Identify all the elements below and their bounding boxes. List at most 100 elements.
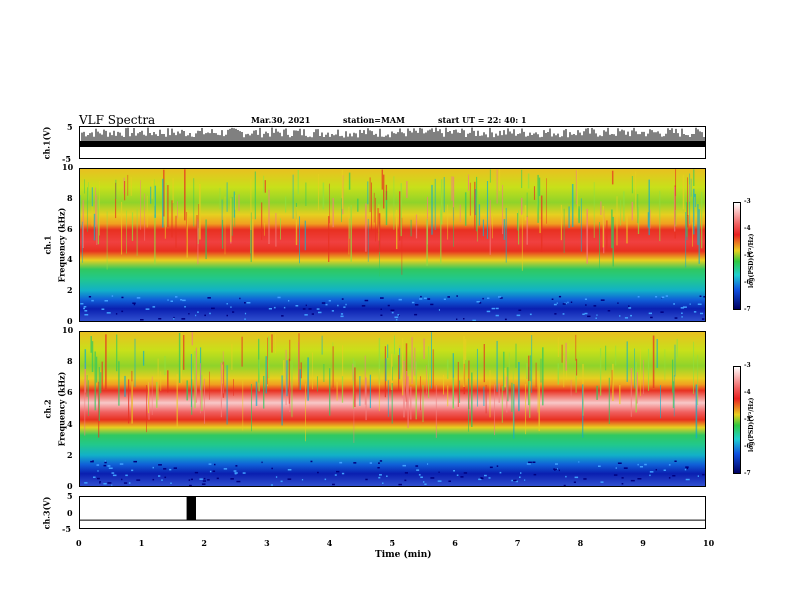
spectrogram-speckle [390,309,395,311]
colorbar-tick-label: -4 [744,389,751,396]
spectrogram-speckle [607,310,611,312]
date-label: Mar.30, 2021 [251,115,311,125]
spectrogram-speckle [83,306,87,308]
spectrogram-speckle [119,463,124,465]
spectrogram-speckle [226,303,228,305]
ch3-waveform-trace [80,497,705,521]
spectrogram-speckle [526,463,531,465]
spectrogram-speckle [302,308,306,310]
spectrogram-speckle [316,308,320,310]
spectrogram-speckle [427,463,429,465]
spectrogram-speckle [689,303,691,305]
spectrogram-speckle [131,469,134,472]
spectrogram-speckle [489,466,493,469]
spectrogram-speckle [621,483,624,485]
spectrogram-speckle [668,477,671,479]
spectrogram-speckle [558,469,560,472]
spectrogram-speckle [562,313,565,315]
spectrogram-speckle [529,313,532,316]
spectrogram-speckle [499,471,502,474]
spectrogram-speckle [121,478,123,481]
frequency-tick-label: 10 [62,162,74,172]
spectrogram-speckle [685,478,690,481]
spectrogram-speckle [230,306,232,308]
spectrogram-speckle [337,304,339,307]
spectrogram-speckle [515,480,518,483]
spectrogram-speckle [201,483,206,485]
spectrogram-speckle [701,318,705,320]
spectrogram-speckle [565,475,567,478]
spectrogram-speckle [115,313,118,315]
spectrogram-speckle [613,474,618,476]
spectrogram-speckle [343,306,346,308]
spectrogram-speckle [650,316,653,319]
spectrogram-speckle [554,469,556,471]
spectrogram-speckle [595,317,597,319]
spectrogram-speckle [340,313,344,315]
spectrogram-speckle [639,466,643,468]
spectrogram-speckle [516,314,521,317]
spectrogram-speckle [680,307,685,309]
spectrogram-speckle [197,311,199,313]
spectrogram-speckle [617,462,622,464]
spectrogram-speckle [424,483,427,485]
ch1-wave-envelope [80,141,705,147]
spectrogram-speckle [169,468,172,471]
spectrogram-speckle [140,319,144,321]
spectrogram-speckle [91,299,94,302]
spectrogram-speckle [430,303,434,306]
spectrogram-speckle [331,310,334,312]
spectrogram-speckle [398,483,402,486]
ch1-colorbar [733,202,741,310]
spectrogram-speckle [378,476,381,479]
spectrogram-speckle [223,468,228,470]
spectrogram-speckle [702,473,705,476]
x-tick-label: 9 [640,538,646,548]
spectrogram-speckle [420,476,423,478]
spectrogram-speckle [697,303,702,305]
colorbar-tick-label: -3 [744,198,751,205]
spectrogram-speckle [624,317,628,319]
spectrogram-speckle [332,483,335,486]
spectrogram-speckle [456,295,458,297]
ch3-voltage-ylabel: ch.3(V) [41,496,52,530]
spectrogram-speckle [80,303,84,305]
ch1-channel-ylabel: ch.1 [42,235,53,255]
spectrogram-speckle [404,472,408,474]
spectrogram-speckle [498,296,502,298]
spectrogram-speckle [305,304,307,307]
spectrogram-speckle [478,302,482,304]
spectrogram-speckle [703,296,705,298]
spectrogram-speckle [242,472,246,474]
frequency-tick-label: 2 [67,449,73,460]
spectrogram-speckle [353,462,357,464]
spectrogram-speckle [443,298,446,300]
spectrogram-speckle [97,470,99,472]
spectrogram-speckle [133,303,136,306]
spectrogram-speckle [556,302,558,304]
spectrogram-speckle [189,484,192,486]
spectrogram-speckle [686,467,689,470]
spectrogram-speckle [301,479,304,481]
spectrogram-speckle [170,482,172,484]
spectrogram-speckle [488,477,491,479]
spectrogram-speckle [387,304,390,307]
spectrogram-speckle [261,461,263,464]
spectrogram-speckle [411,301,415,304]
colorbar-tick-label: -7 [744,470,751,477]
spectrogram-speckle [92,460,94,462]
spectrogram-speckle [281,315,284,317]
ch1-waveform-panel [79,126,706,159]
spectrogram-speckle [380,308,382,310]
ch3-ytick-top: 5 [67,491,73,501]
colorbar-tick-label: -5 [744,416,751,423]
spectrogram-speckle [152,478,155,481]
spectrogram-speckle [621,477,624,479]
spectrogram-speckle [188,479,191,481]
ch1-ytick-bottom: -5 [62,154,71,164]
ch3-pulse [186,497,196,521]
spectrogram-speckle [673,303,675,305]
spectrogram-speckle [112,474,117,477]
spectrogram-speckle [163,468,167,470]
spectrogram-speckle [553,468,557,470]
